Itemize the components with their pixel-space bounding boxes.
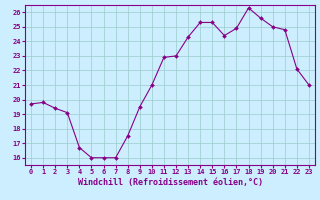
X-axis label: Windchill (Refroidissement éolien,°C): Windchill (Refroidissement éolien,°C): [77, 178, 262, 187]
